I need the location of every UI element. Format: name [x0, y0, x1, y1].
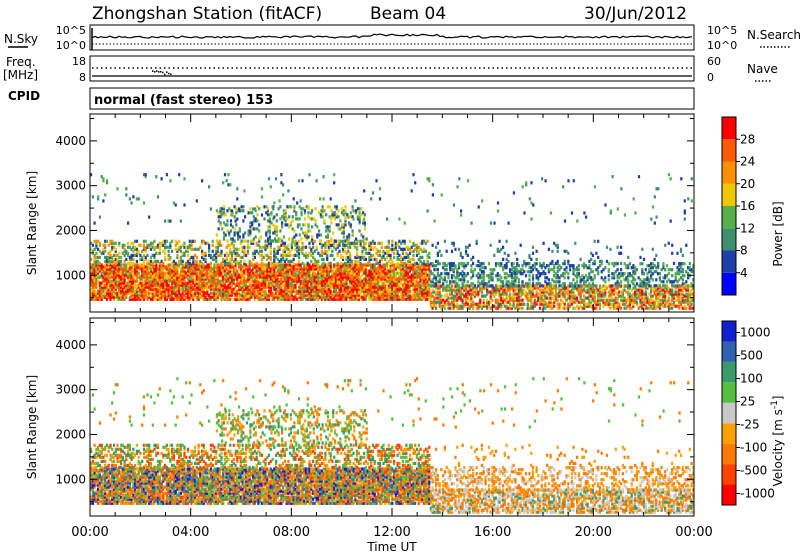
velocity-y-axis-label: Slant Range [km] [25, 375, 39, 479]
nsky-label: N.Sky [4, 32, 38, 46]
y-tick-label: 1000 [55, 472, 86, 486]
colorbar-tick-label: 28 [740, 132, 755, 146]
colorbar-tick-label: -1000 [740, 487, 775, 501]
freq-bottom-tick: 8 [79, 71, 86, 84]
y-tick-label: 3000 [55, 179, 86, 193]
colorbar-tick-label: 24 [740, 155, 755, 169]
freq-top-tick: 18 [72, 55, 86, 68]
y-tick-label: 4000 [55, 338, 86, 352]
power-y-axis: 1000 2000 3000 4000 [55, 117, 694, 299]
y-tick-label: 4000 [55, 134, 86, 148]
velocity-x-ticks [89, 318, 695, 516]
freq-trace [92, 67, 692, 77]
station-title: Zhongshan Station (fitACF) [92, 4, 322, 24]
power-colorbar-label: Power [dB] [771, 201, 785, 266]
y-tick-label: 2000 [55, 223, 86, 237]
x-tick-label: 20:00 [575, 525, 612, 540]
nave-label: Nave [747, 62, 778, 76]
nsearch-bottom-tick: 10^0 [707, 39, 737, 52]
date-label: 30/Jun/2012 [584, 4, 687, 24]
velocity-colorbar-label: Velocity [m s-1] [770, 396, 785, 487]
power-scatter [90, 173, 695, 310]
nsky-panel: N.Sky 10^5 10^0 10^5 10^0 N.Search [4, 24, 800, 52]
freq-label: Freq. [6, 55, 36, 69]
y-tick-label: 2000 [55, 427, 86, 441]
velocity-scatter [90, 377, 695, 514]
x-tick-label: 00:00 [675, 525, 712, 540]
velocity-y-axis: 1000 2000 3000 4000 [55, 321, 694, 503]
colorbar-tick-label: 4 [740, 266, 748, 280]
colorbar-tick-label: 500 [740, 349, 763, 363]
colorbar-tick-label: 20 [740, 177, 755, 191]
velocity-colorbar: 1000 500 100 25 -25 -100 -500 -1000 [721, 320, 775, 506]
cpid-text: normal (fast stereo) 153 [94, 93, 273, 108]
mhz-label: [MHz] [3, 68, 38, 82]
colorbar-tick-label: -25 [740, 418, 760, 432]
colorbar-tick-label: 100 [740, 372, 763, 386]
nsearch-label: N.Search [747, 28, 800, 42]
x-axis-label: Time UT [366, 540, 417, 554]
colorbar-tick-label: 12 [740, 221, 755, 235]
x-tick-label: 00:00 [71, 525, 108, 540]
colorbar-tick-label: 25 [740, 395, 755, 409]
colorbar-tick-label: 16 [740, 199, 755, 213]
nave-top-tick: 60 [707, 55, 721, 68]
colorbar-tick-label: 1000 [740, 326, 771, 340]
nsky-top-tick: 10^5 [56, 24, 86, 37]
x-tick-label: 12:00 [373, 525, 410, 540]
y-tick-label: 1000 [55, 268, 86, 282]
power-colorbar: 4 8 12 16 20 24 28 [721, 116, 755, 296]
time-axis-labels: 00:00 04:00 08:00 12:00 16:00 20:00 00:00 [71, 525, 712, 540]
power-panel: 1000 2000 3000 4000 Slant Range [km] 4 8 12 16… [25, 113, 785, 313]
velocity-panel: 1000 2000 3000 4000 Slant Range [km] 1000 50… [25, 317, 785, 517]
colorbar-tick-label: -100 [740, 441, 767, 455]
nsearch-top-tick: 10^5 [707, 24, 737, 37]
cpid-panel: CPID normal (fast stereo) 153 [8, 87, 695, 110]
x-tick-label: 16:00 [474, 525, 511, 540]
power-y-axis-label: Slant Range [km] [25, 171, 39, 275]
cpid-label: CPID [8, 89, 40, 103]
freq-panel: Freq. [MHz] 18 8 60 0 Nave [3, 55, 778, 84]
x-tick-label: 04:00 [172, 525, 209, 540]
colorbar-tick-label: 8 [740, 244, 748, 258]
beam-label: Beam 04 [370, 4, 446, 24]
nsky-bottom-tick: 10^0 [56, 39, 86, 52]
power-x-ticks [89, 114, 695, 312]
x-tick-label: 08:00 [273, 525, 310, 540]
colorbar-tick-label: -500 [740, 464, 767, 478]
nave-bottom-tick: 0 [707, 71, 714, 84]
nsky-trace [91, 28, 693, 50]
y-tick-label: 3000 [55, 383, 86, 397]
